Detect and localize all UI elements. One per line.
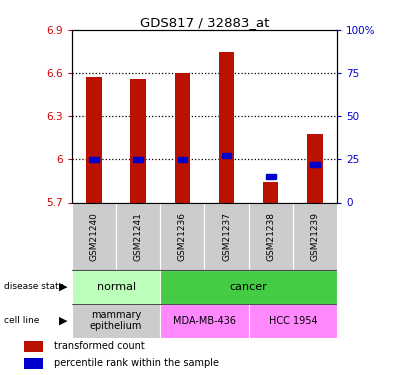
Bar [72,304,160,338]
Bar [86,78,102,203]
Bar [249,202,293,270]
Bar [130,79,146,203]
Bar [307,134,323,202]
Bar [222,153,231,159]
Bar [116,202,160,270]
Text: percentile rank within the sample: percentile rank within the sample [54,358,219,368]
Text: disease state: disease state [4,282,65,291]
Bar [160,202,205,270]
Bar [24,341,43,352]
Text: cell line: cell line [4,316,39,325]
Text: HCC 1954: HCC 1954 [268,316,317,326]
Bar [24,358,43,369]
Bar [89,157,99,162]
Title: GDS817 / 32883_at: GDS817 / 32883_at [140,16,269,29]
Bar [72,270,160,304]
Text: GSM21236: GSM21236 [178,212,187,261]
Bar [160,270,337,304]
Bar [175,73,190,202]
Text: mammary
epithelium: mammary epithelium [90,310,142,332]
Text: GSM21240: GSM21240 [90,212,99,261]
Text: normal: normal [97,282,136,292]
Bar [263,182,279,203]
Text: GSM21237: GSM21237 [222,212,231,261]
Text: ▶: ▶ [60,282,68,292]
Text: transformed count: transformed count [54,341,145,351]
Bar [72,202,116,270]
Bar [310,162,320,167]
Text: GSM21238: GSM21238 [266,212,275,261]
Text: ▶: ▶ [60,316,68,326]
Bar [160,304,249,338]
Bar [219,52,234,202]
Bar [249,304,337,338]
Bar [205,202,249,270]
Bar [133,157,143,162]
Bar [266,174,276,179]
Text: GSM21239: GSM21239 [310,212,319,261]
Bar [178,157,187,162]
Text: MDA-MB-436: MDA-MB-436 [173,316,236,326]
Text: GSM21241: GSM21241 [134,212,143,261]
Text: cancer: cancer [230,282,268,292]
Bar [293,202,337,270]
